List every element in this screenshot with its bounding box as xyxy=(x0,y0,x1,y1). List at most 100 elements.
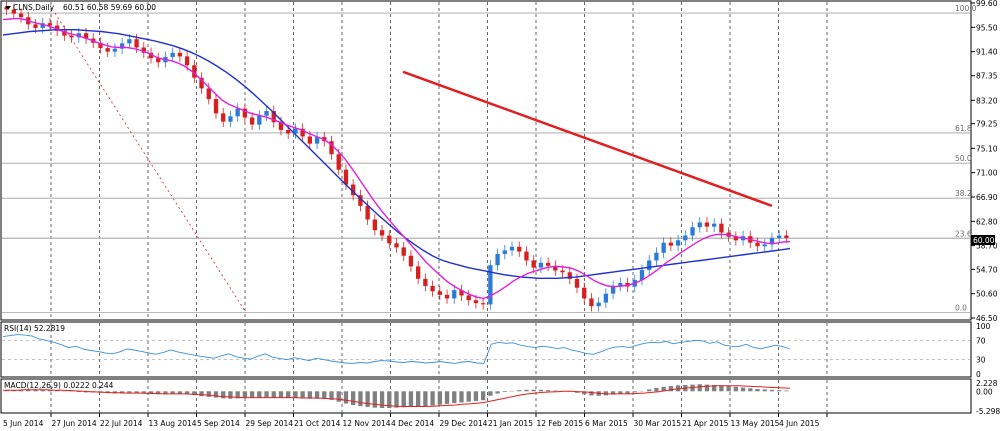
price-candle xyxy=(719,223,724,233)
price-candle xyxy=(199,77,204,89)
price-tick-label: 71.00 xyxy=(976,169,998,178)
vertical-grid xyxy=(50,2,828,412)
price-tick-label: 75.10 xyxy=(976,144,998,153)
price-candle xyxy=(408,255,414,267)
price-candle xyxy=(300,128,305,137)
price-candle xyxy=(4,7,9,10)
fib-level-label: 50.0 xyxy=(955,154,972,163)
price-candle xyxy=(509,246,515,251)
ohlc-readout: 60.51 60.58 59.69 60.00 xyxy=(63,3,156,12)
date-label: 12 Nov 2014 xyxy=(343,419,391,428)
date-label: 22 Jul 2014 xyxy=(100,419,143,428)
price-candle xyxy=(343,169,349,185)
price-candle xyxy=(119,43,125,49)
rsi-tick-label: 30 xyxy=(976,356,986,365)
date-label: 21 Oct 2014 xyxy=(294,419,341,428)
price-candle xyxy=(11,9,16,14)
price-axis: 99.60 95.50 91.40 87.35 83.20 79.25 75.10 71.00… xyxy=(971,0,1000,416)
price-candle xyxy=(134,39,139,48)
rsi-tick-label: 70 xyxy=(976,336,986,345)
chart-title: CLNS,Daily xyxy=(13,3,55,12)
price-candle xyxy=(148,52,154,59)
price-candle xyxy=(358,195,363,206)
price-candle xyxy=(336,154,341,170)
price-candle xyxy=(249,117,255,125)
price-tick-label: 54.70 xyxy=(976,265,998,274)
price-candle xyxy=(401,247,406,256)
price-candle xyxy=(365,205,370,220)
price-candle xyxy=(221,113,226,122)
price-candle xyxy=(98,42,103,49)
price-candle xyxy=(610,285,616,294)
price-candle xyxy=(278,122,284,130)
price-candle xyxy=(466,295,471,301)
price-candle xyxy=(661,242,666,253)
price-candle xyxy=(184,56,190,66)
price-candle xyxy=(127,39,132,44)
macd-tick-label: 2.228 xyxy=(976,379,998,388)
price-candle xyxy=(553,265,558,271)
date-label: 12 Feb 2015 xyxy=(537,419,584,428)
price-candle xyxy=(538,262,544,268)
price-candle xyxy=(423,278,428,286)
macd-panel[interactable] xyxy=(3,384,791,409)
price-candle xyxy=(784,235,789,238)
date-label: 5 Jun 2014 xyxy=(3,419,44,428)
rsi-line xyxy=(2,334,791,364)
price-candle xyxy=(329,141,334,155)
price-candle xyxy=(206,88,211,100)
price-candle xyxy=(314,137,320,144)
price-candle xyxy=(755,242,760,247)
date-label: 6 Mar 2015 xyxy=(585,419,628,428)
price-candle xyxy=(228,116,233,122)
price-candle xyxy=(480,303,486,305)
price-candle xyxy=(488,265,493,305)
price-candle xyxy=(105,48,110,52)
price-candle xyxy=(567,272,572,279)
price-candle xyxy=(517,246,522,252)
date-label: 29 Dec 2014 xyxy=(440,419,488,428)
date-label: 4 Dec 2014 xyxy=(391,419,434,428)
price-candle xyxy=(307,136,313,144)
price-tick-label: 50.60 xyxy=(976,290,998,299)
price-candle xyxy=(47,23,53,26)
date-label: 30 Mar 2015 xyxy=(634,419,682,428)
price-panel[interactable] xyxy=(2,1,791,313)
date-label: 29 Sep 2014 xyxy=(246,419,294,428)
rsi-panel[interactable] xyxy=(2,334,970,364)
price-candle xyxy=(545,262,551,266)
fib-level-label: 23.6 xyxy=(955,230,972,239)
price-candle xyxy=(156,58,161,63)
price-candle xyxy=(589,298,594,307)
date-label: 27 Jun 2014 xyxy=(52,419,97,428)
fib-level-label: 61.8 xyxy=(955,124,972,133)
price-candle xyxy=(177,52,183,57)
price-tick-label: 95.50 xyxy=(976,23,998,32)
price-candle xyxy=(690,227,695,236)
price-candle xyxy=(473,300,479,304)
rsi-tick-label: 100 xyxy=(976,322,991,331)
price-candle xyxy=(415,266,421,279)
dropdown-triangle-icon[interactable] xyxy=(5,6,11,10)
price-candle xyxy=(452,290,457,299)
price-candle xyxy=(293,128,298,134)
panel-frames xyxy=(0,0,972,414)
price-tick-label: 58.70 xyxy=(976,242,998,251)
price-candle xyxy=(675,240,681,246)
price-candle xyxy=(213,99,219,114)
price-candle xyxy=(372,219,378,231)
price-candle xyxy=(394,243,399,248)
price-candle xyxy=(668,242,674,246)
price-candle xyxy=(596,302,601,307)
price-tick-label: 79.25 xyxy=(976,120,998,129)
date-axis: 5 Jun 2014 27 Jun 2014 22 Jul 2014 13 Aug 2… xyxy=(3,413,828,428)
price-candle xyxy=(62,30,67,36)
price-candle xyxy=(192,65,197,78)
date-label: 13 May 2015 xyxy=(731,419,780,428)
date-label: 21 Jan 2015 xyxy=(488,419,533,428)
price-candle xyxy=(777,235,782,238)
price-candle xyxy=(387,235,392,244)
price-tick-label: 83.20 xyxy=(976,96,998,105)
macd-signal-line xyxy=(3,385,791,407)
